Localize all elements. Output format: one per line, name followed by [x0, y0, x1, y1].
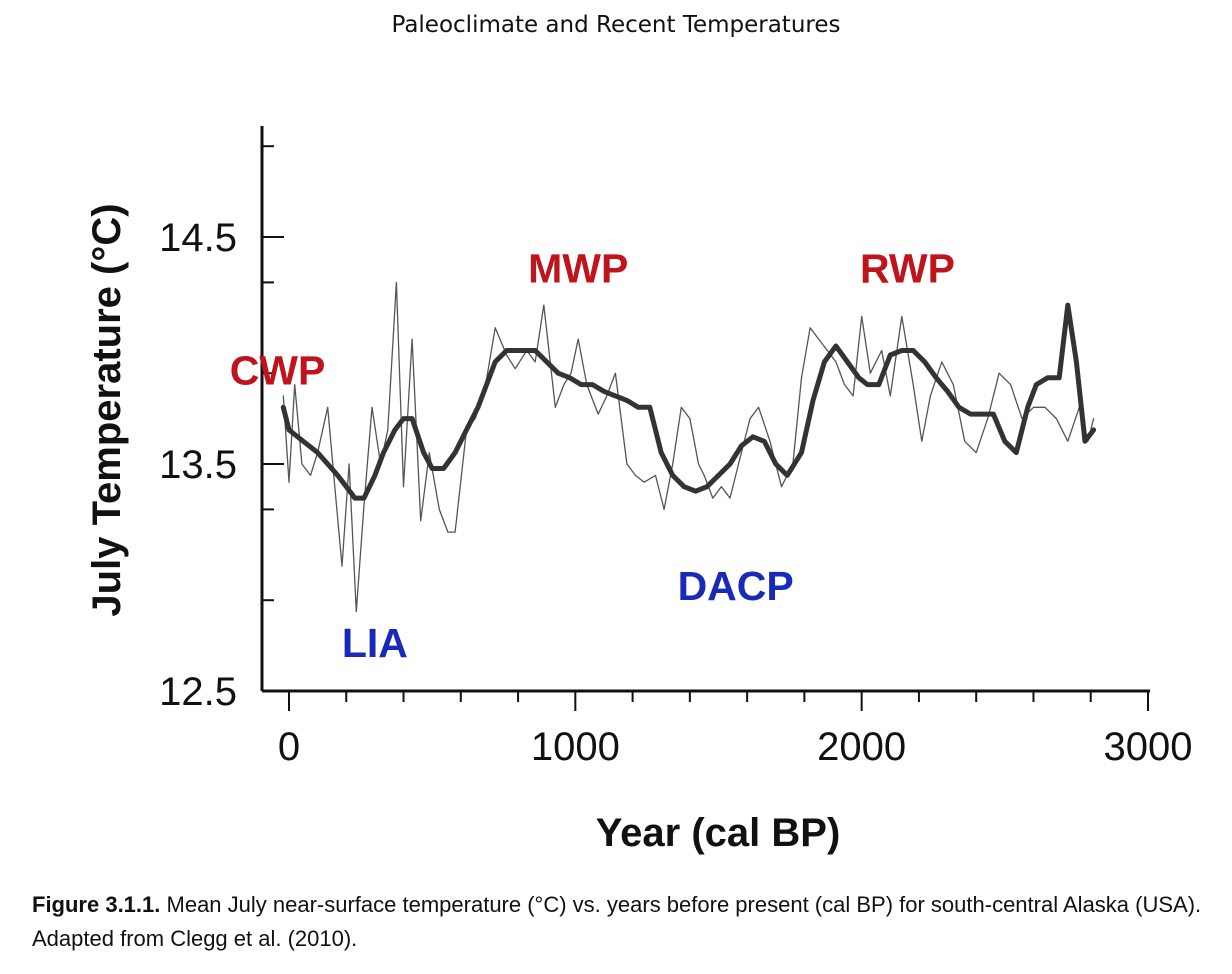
annotation-mwp: MWP: [528, 245, 628, 291]
annotation-rwp: RWP: [860, 245, 955, 291]
annotation-lia: LIA: [342, 620, 408, 666]
tick-labels: 12.5 13.5 14.5 0 1000 2000 3000: [159, 216, 1192, 769]
series-layer: [280, 281, 1097, 613]
annotation-dacp: DACP: [678, 563, 794, 609]
x-axis-title: Year (cal BP): [596, 811, 841, 855]
temperature-chart: 12.5 13.5 14.5 0 1000 2000 3000 CWP LIA MWP DACP R…: [85, 126, 1192, 855]
x-tick-label: 0: [278, 725, 300, 769]
raw-series-line: [282, 281, 1095, 613]
period-annotations: CWP LIA MWP DACP RWP: [230, 245, 955, 666]
x-tick-label: 3000: [1104, 725, 1193, 769]
figure-caption: Figure 3.1.1. Mean July near-surface tem…: [32, 888, 1212, 956]
x-tick-label: 2000: [817, 725, 906, 769]
y-tick-label: 13.5: [159, 443, 237, 487]
smoothed-series-line: [280, 302, 1097, 501]
chart-axes: [260, 126, 1150, 711]
page-title: Paleoclimate and Recent Temperatures: [391, 12, 841, 38]
caption-text: Mean July near-surface temperature (°C) …: [32, 892, 1202, 951]
annotation-cwp: CWP: [230, 348, 326, 394]
y-tick-label: 12.5: [159, 670, 237, 714]
y-tick-label: 14.5: [159, 216, 237, 260]
y-axis-title: July Temperature (°C): [85, 203, 129, 616]
x-tick-label: 1000: [531, 725, 620, 769]
figure-label: Figure 3.1.1.: [32, 892, 161, 917]
